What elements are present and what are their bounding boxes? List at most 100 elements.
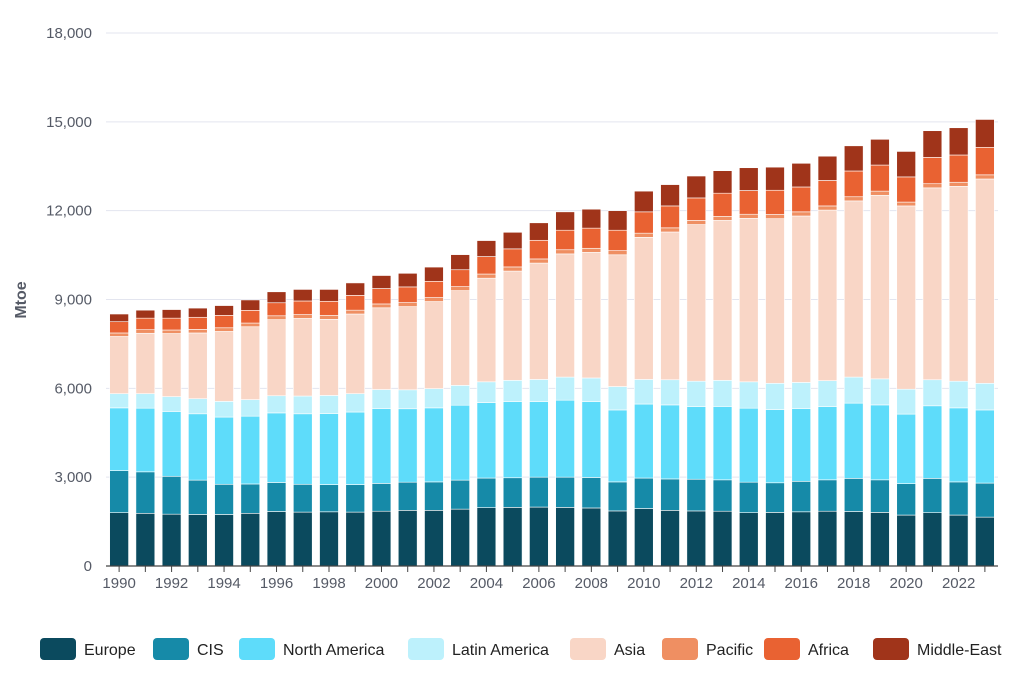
legend-label: Africa — [808, 642, 849, 659]
bar-segment — [109, 512, 129, 567]
y-tick-label: 15,000 — [46, 114, 92, 131]
bar-segment — [397, 302, 418, 307]
bar-segment — [581, 227, 602, 249]
bar-segment — [450, 385, 470, 406]
bar-segment — [161, 513, 182, 567]
bar-segment — [476, 256, 497, 275]
bar-segment — [975, 119, 995, 148]
bar-segment — [555, 249, 575, 255]
bar-segment — [712, 192, 733, 217]
bar-segment — [109, 336, 129, 394]
y-tick-label: 6,000 — [54, 380, 92, 397]
bar-segment — [712, 170, 733, 194]
bar-segment — [293, 318, 313, 397]
bar-segment — [948, 380, 969, 409]
bar-segment — [660, 227, 680, 233]
bar-segment — [266, 315, 287, 320]
x-tick-label: 1992 — [155, 575, 188, 592]
bar-segment — [450, 404, 470, 481]
bar-segment — [581, 377, 602, 402]
x-tick-label: 2016 — [785, 575, 818, 592]
y-tick-label: 3,000 — [54, 469, 92, 486]
bar-segment — [817, 205, 838, 211]
bar-segment — [319, 511, 339, 567]
bar-segment — [948, 186, 969, 382]
bar-segment — [345, 313, 365, 394]
bar-segment — [397, 286, 418, 303]
bar-segment — [450, 286, 470, 291]
bar-segment — [607, 250, 628, 256]
bar-segment — [266, 511, 287, 567]
bar-segment — [581, 477, 602, 509]
bar-segment — [948, 514, 969, 567]
bar-segment — [660, 231, 680, 381]
bar-segment — [712, 510, 733, 567]
bar-segment — [424, 481, 444, 511]
x-tick-label: 2002 — [417, 575, 450, 592]
bar-segment — [135, 512, 156, 567]
bar-segment — [424, 297, 444, 302]
bar-segment — [765, 382, 785, 410]
legend-swatch — [408, 638, 444, 660]
bar-segment — [660, 205, 680, 229]
bar-segment — [450, 269, 470, 287]
bar-segment — [476, 381, 497, 403]
bar-segment — [161, 396, 182, 412]
bar-segment — [529, 379, 549, 402]
bar-segment — [686, 220, 707, 225]
bar-segment — [371, 510, 392, 567]
bar-segment — [870, 164, 890, 192]
bar-segment — [319, 484, 339, 513]
bar-segment — [896, 176, 916, 203]
bar-segment — [975, 178, 995, 384]
bar-segment — [319, 289, 339, 302]
bar-segment — [450, 290, 470, 386]
bar-segment — [975, 516, 995, 567]
legend-label: Latin America — [452, 642, 549, 659]
bar-segment — [686, 510, 707, 567]
bar-segment — [555, 476, 575, 508]
bar-segment — [948, 154, 969, 183]
bar-segment — [371, 307, 392, 390]
bar-segment — [371, 303, 392, 309]
bar-segment — [502, 266, 523, 272]
bar-segment — [948, 181, 969, 187]
bar-segment — [188, 398, 208, 415]
bar-segment — [896, 483, 916, 516]
bar-segment — [660, 404, 680, 480]
bar-segment — [266, 482, 287, 512]
bar-segment — [896, 201, 916, 207]
bar-segment — [161, 333, 182, 397]
x-tick-label: 2012 — [680, 575, 713, 592]
bar-segment — [975, 382, 995, 411]
bar-segment — [870, 378, 890, 406]
bar-segment — [424, 301, 444, 389]
bar-segment — [424, 388, 444, 409]
bar-segment — [555, 507, 575, 567]
bar-segment — [529, 258, 549, 264]
bar-segment — [397, 481, 418, 511]
bar-segment — [843, 478, 864, 512]
bar-segment — [843, 196, 864, 202]
bar-segment — [660, 478, 680, 511]
bar-segment — [712, 380, 733, 407]
bar-segment — [293, 395, 313, 415]
bar-segment — [607, 229, 628, 251]
bar-segment — [765, 482, 785, 513]
bar-segment — [371, 483, 392, 512]
bar-segment — [791, 382, 811, 409]
bar-segment — [712, 215, 733, 221]
bar-segment — [529, 476, 549, 508]
legend-item: Pacific — [662, 638, 753, 660]
bar-segment — [739, 167, 759, 191]
bar-segment — [214, 483, 234, 515]
bar-segment — [345, 282, 365, 296]
bar-segment — [240, 326, 261, 400]
bar-segment — [319, 413, 339, 485]
bar-segment — [109, 407, 129, 471]
bar-segment — [135, 317, 156, 331]
bar-segment — [922, 379, 943, 407]
bar-segment — [345, 393, 365, 413]
bar-segment — [765, 166, 785, 191]
